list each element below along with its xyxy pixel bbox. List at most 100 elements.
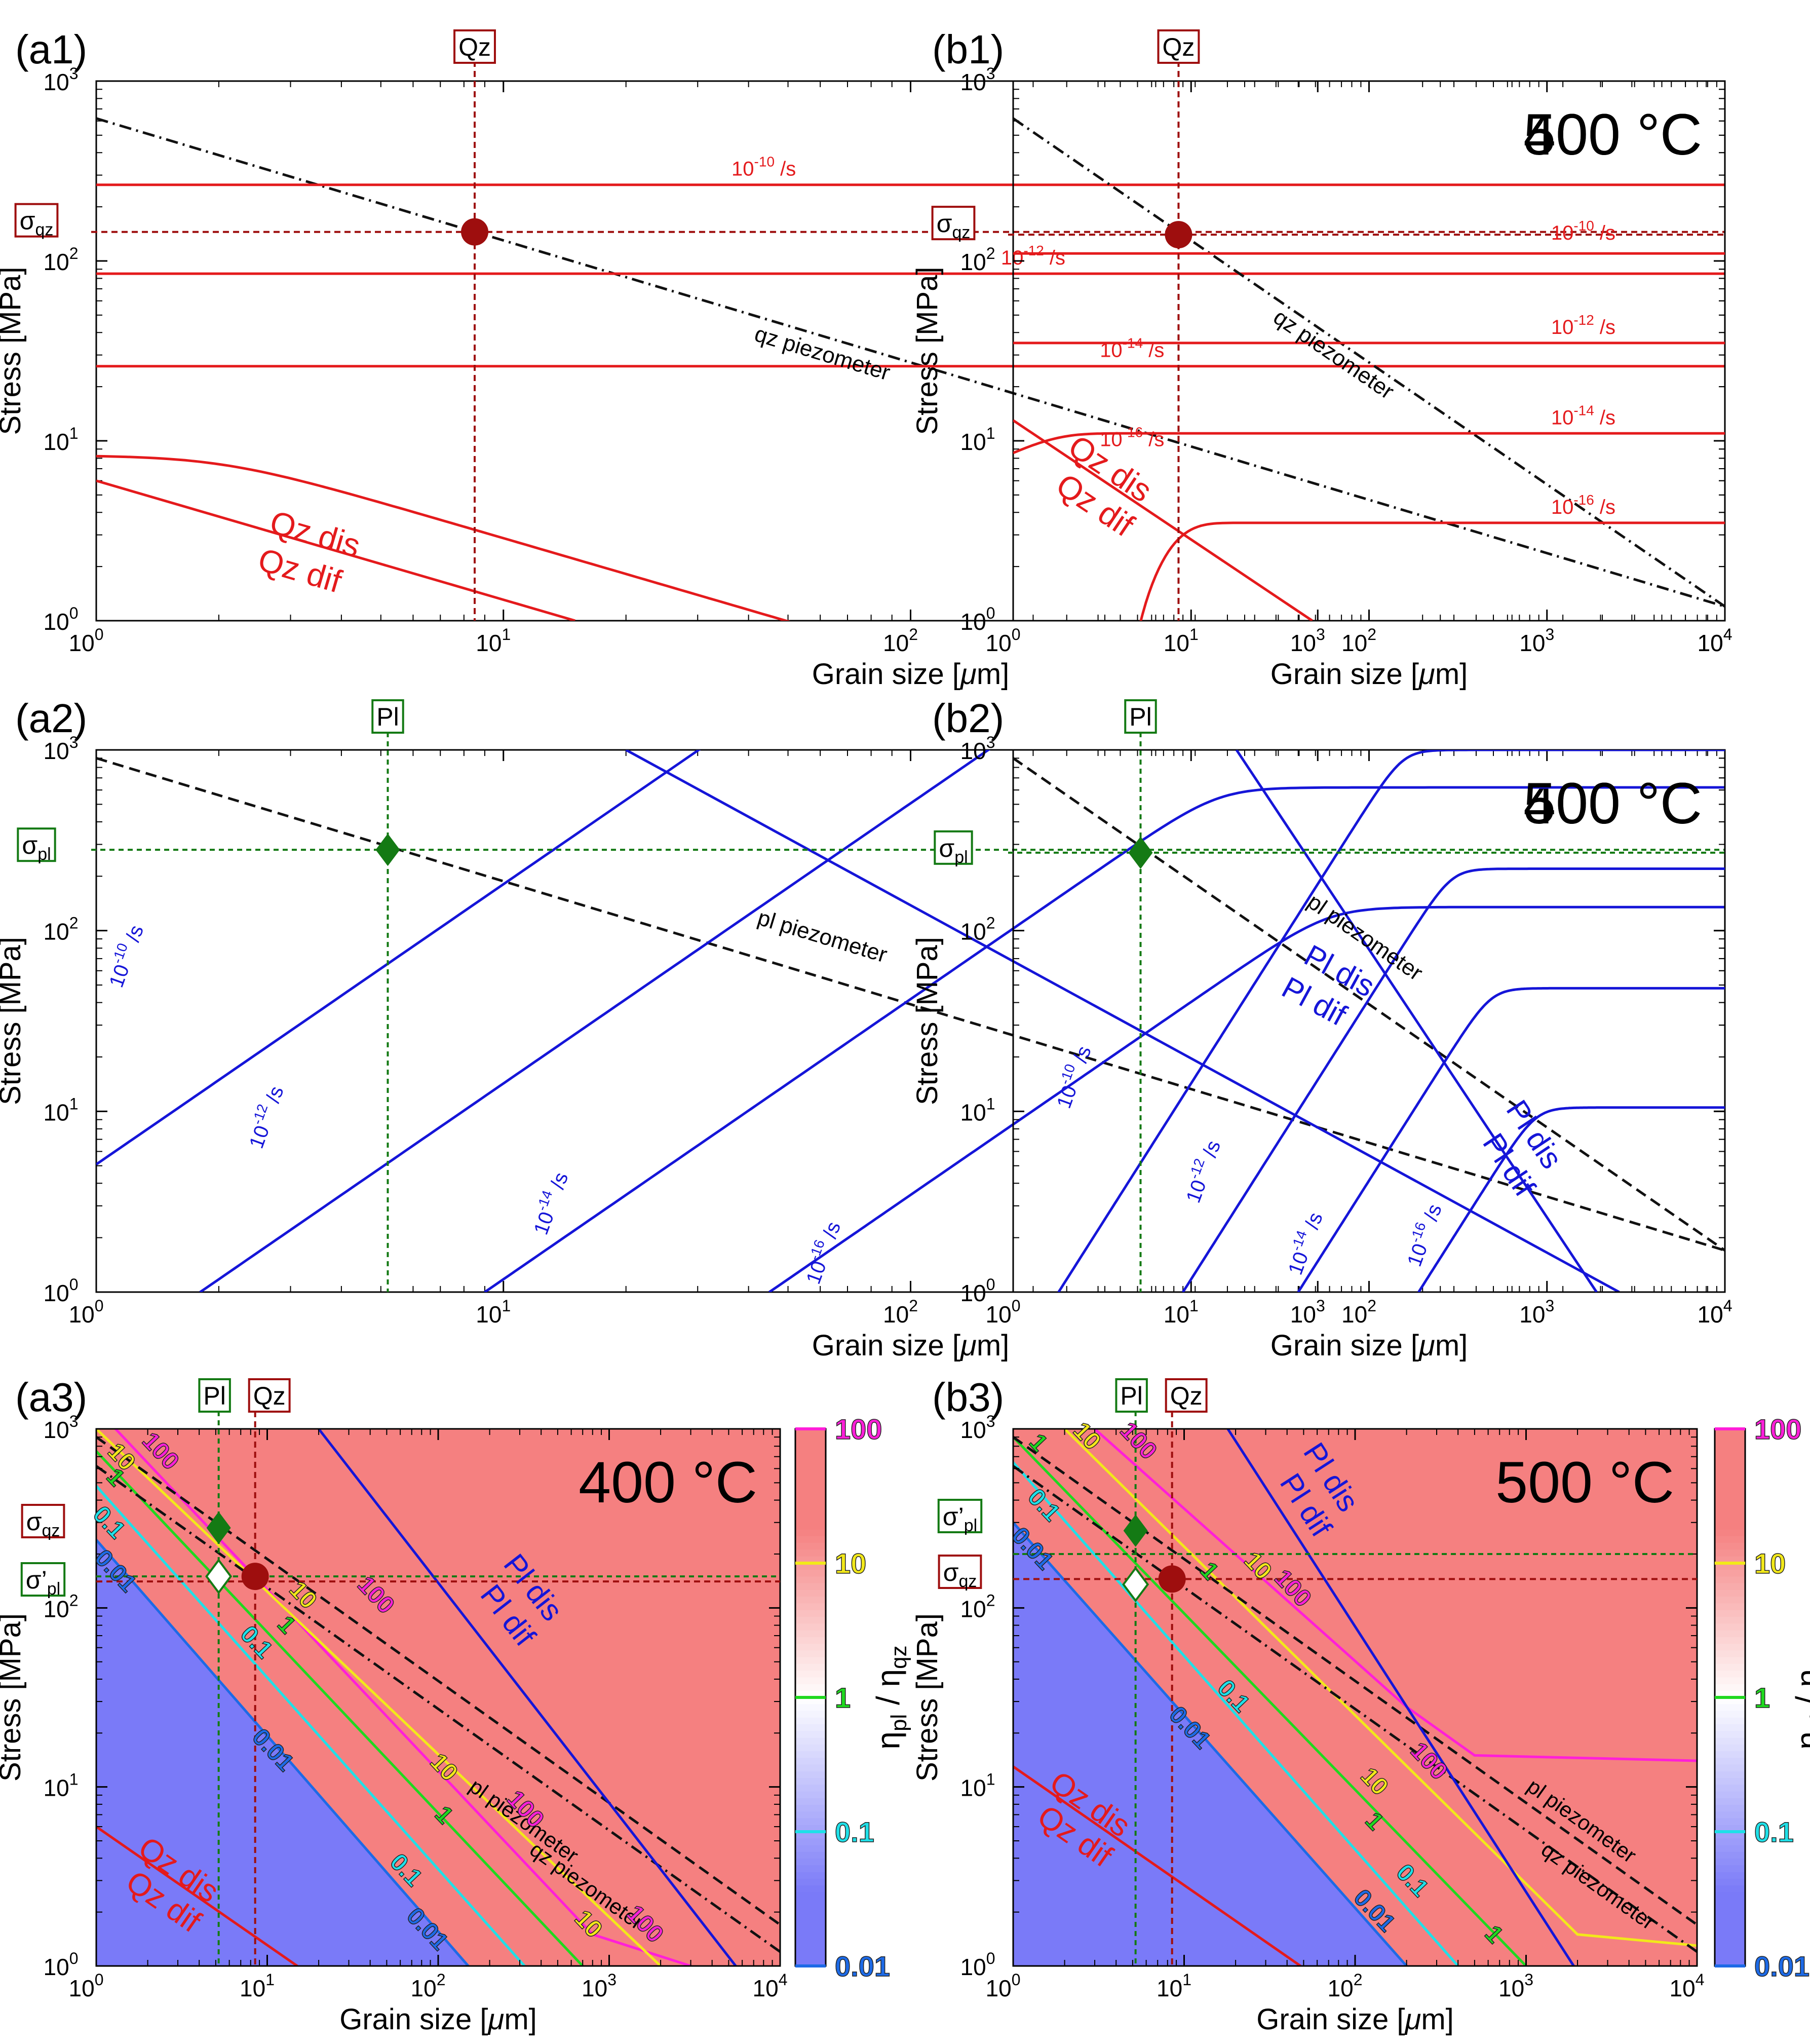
colorbar-cell xyxy=(795,1872,826,1879)
colorbar-cell xyxy=(795,1509,826,1517)
x-tick-label: 103 xyxy=(582,1971,617,2001)
x-tick-label: 103 xyxy=(1519,1297,1554,1328)
pl-marker-open xyxy=(1122,1566,1149,1603)
qz-piezometer-line xyxy=(96,117,1725,608)
x-tick-label: 102 xyxy=(1328,1971,1363,2001)
colorbar-cell xyxy=(1715,1778,1745,1786)
pl-grain-label-text: Pl xyxy=(1129,703,1151,731)
colorbar-cell xyxy=(795,1630,826,1638)
qz-grain-label-text: Qz xyxy=(253,1382,286,1410)
x-tick-label: 104 xyxy=(1698,1297,1732,1328)
strain-rate-line xyxy=(1013,432,1725,455)
colorbar-cell xyxy=(1715,1811,1745,1819)
colorbar-cell xyxy=(795,1717,826,1725)
curves-a3 xyxy=(96,1429,780,1966)
axes-b3: 100 101 102 103 104 100 101 102 103 Grain size [μ… xyxy=(911,1375,1704,2036)
y-tick-label: 100 xyxy=(44,1275,79,1306)
colorbar-cell xyxy=(1715,1791,1745,1799)
colorbar-cell xyxy=(795,1731,826,1738)
colorbar-cell xyxy=(1715,1872,1745,1879)
pl-dis-dif-boundary xyxy=(318,1429,737,1966)
x-tick-label: 103 xyxy=(1290,625,1325,656)
pl-stress-label-text: σ’pl xyxy=(26,1566,60,1599)
colorbar-cell xyxy=(795,1684,826,1691)
colorbar-cell xyxy=(795,1543,826,1550)
colorbar-cell xyxy=(795,1865,826,1873)
qz-stress-label-box xyxy=(931,206,976,241)
qz-piezometer-line xyxy=(96,1465,780,1953)
heat-band-extra xyxy=(1338,1429,1697,1761)
colorbar-cell xyxy=(1715,1905,1745,1913)
colorbar-cell xyxy=(1715,1502,1745,1510)
colorbar-cell xyxy=(795,1785,826,1792)
strain-rate-label: 10-12 /s xyxy=(1001,243,1065,269)
colorbar-tick-label: 100 xyxy=(835,1413,882,1445)
colorbar-cell xyxy=(1715,1832,1745,1839)
qz-stress-marker xyxy=(1165,221,1192,249)
pl-stress-label-text: σ’pl xyxy=(943,1502,977,1535)
x-axis-label: Grain size [μm] xyxy=(1270,658,1468,691)
colorbar-cell xyxy=(795,1932,826,1940)
panel-label: (b3) xyxy=(932,1375,1004,1420)
colorbar-cell xyxy=(1715,1731,1745,1738)
temperature-label: 500 °C xyxy=(1523,771,1702,836)
heatmap-b3 xyxy=(1013,1429,1697,1966)
y-tick-label: 103 xyxy=(960,733,995,764)
colorbar-cell xyxy=(1715,1590,1745,1598)
y-axis-label: Stress [MPa] xyxy=(0,937,27,1105)
colorbar-cell xyxy=(795,1851,826,1859)
colorbar-cell xyxy=(795,1516,826,1524)
colorbar-cell xyxy=(795,1885,826,1893)
colorbar-cell xyxy=(795,1610,826,1617)
pl-stress-label-box xyxy=(17,827,56,862)
pl-dis-dif-boundary xyxy=(625,750,1620,1292)
colorbar-cell xyxy=(1715,1456,1745,1463)
strain-rate-label: 10-14 /s xyxy=(526,1168,572,1237)
y-axis-label: Stress [MPa] xyxy=(0,1613,27,1782)
contour-100 xyxy=(1094,1429,1697,1762)
colorbar-tick-label: 100 xyxy=(1754,1413,1801,1445)
y-axis-label: Stress [MPa] xyxy=(911,267,944,435)
y-tick-label: 103 xyxy=(44,1412,79,1443)
x-tick-label: 100 xyxy=(69,1297,104,1328)
colorbar-cell xyxy=(1715,1865,1745,1873)
y-axis-label: Stress [MPa] xyxy=(911,937,944,1105)
pl-stress-label-text: σpl xyxy=(22,831,51,864)
pl-grain-label-text: Pl xyxy=(203,1382,225,1410)
colorbar-cell xyxy=(1715,1442,1745,1450)
colorbar-cell xyxy=(1715,1630,1745,1638)
strain-rate-label: 10-14 /s xyxy=(1280,1208,1327,1277)
temperature-label: 500 °C xyxy=(1495,1450,1674,1515)
colorbar-cell xyxy=(1715,1912,1745,1920)
colorbar-cell xyxy=(1715,1617,1745,1624)
pl-stress-marker xyxy=(1128,836,1153,869)
pl-grain-label-box xyxy=(1124,699,1157,734)
strain-rate-line xyxy=(1139,521,1725,621)
panel-label: (a3) xyxy=(15,1375,87,1420)
y-tick-label: 100 xyxy=(960,604,995,635)
strain-rate-label: 10-12 /s xyxy=(241,1082,288,1151)
colorbar-cell xyxy=(1715,1549,1745,1557)
y-tick-label: 102 xyxy=(44,914,79,945)
y-tick-label: 100 xyxy=(960,1275,995,1306)
strain-rate-label: 10-10 /s xyxy=(731,154,796,180)
y-tick-label: 102 xyxy=(44,244,79,275)
colorbar-cell xyxy=(1715,1724,1745,1732)
colorbar-cell xyxy=(795,1429,826,1436)
qz-stress-marker xyxy=(241,1563,269,1591)
x-axis-label: Grain size [μm] xyxy=(1256,2003,1454,2036)
colorbar-cell xyxy=(1715,1563,1745,1571)
y-tick-label: 101 xyxy=(960,1094,995,1125)
strain-rate-line xyxy=(96,750,701,1165)
colorbar-cell xyxy=(795,1657,826,1664)
qz-stress-marker xyxy=(461,218,489,246)
colorbar-cell xyxy=(795,1563,826,1571)
colorbar-cell xyxy=(795,1925,826,1933)
colorbar-cell xyxy=(795,1663,826,1671)
contour-10 xyxy=(1063,1429,1697,1947)
piezometer-label: qz piezometer xyxy=(752,321,893,385)
y-axis-label: Stress [MPa] xyxy=(911,1613,944,1782)
colorbar-cell xyxy=(1715,1623,1745,1631)
pl-grain-label-text: Pl xyxy=(1120,1382,1142,1410)
